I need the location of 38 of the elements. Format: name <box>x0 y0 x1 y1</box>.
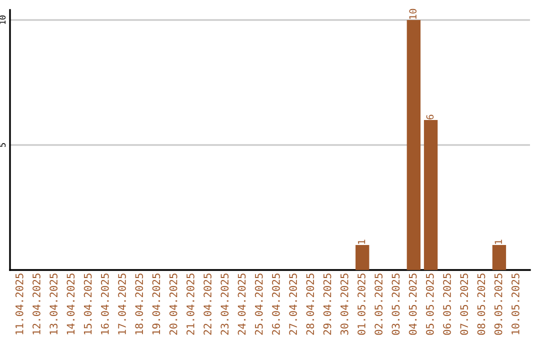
x-tick-label: 29.04.2025 <box>323 274 332 335</box>
x-tick-label: 06.05.2025 <box>443 274 451 335</box>
x-tick-label: 22.04.2025 <box>204 274 212 335</box>
bar <box>424 120 438 270</box>
x-tick-label: 28.04.2025 <box>306 274 314 335</box>
data-label: 1 <box>358 240 366 244</box>
x-tick-label: 21.04.2025 <box>186 274 194 335</box>
x-tick-label: 11.04.2025 <box>15 274 24 334</box>
x-tick-label: 14.04.2025 <box>66 274 75 334</box>
x-tick-label: 04.05.2025 <box>408 274 417 335</box>
x-tick-label: 01.05.2025 <box>358 274 366 335</box>
x-tick-label: 18.04.2025 <box>135 274 144 334</box>
x-tick-label: 19.04.2025 <box>152 274 160 334</box>
bar <box>406 20 421 270</box>
data-label: 10 <box>409 8 417 19</box>
data-label: 6 <box>426 114 434 120</box>
x-tick-label: 23.04.2025 <box>220 274 229 335</box>
x-tick-label: 17.04.2025 <box>118 274 126 334</box>
x-tick-label: 10.05.2025 <box>511 274 520 334</box>
x-tick-label: 25.04.2025 <box>254 274 263 335</box>
x-tick-label: 26.04.2025 <box>272 274 280 335</box>
x-tick-label: 16.04.2025 <box>100 274 109 334</box>
x-tick-label: 30.04.2025 <box>340 274 348 335</box>
x-tick-label: 07.05.2025 <box>460 274 468 335</box>
x-tick-label: 15.04.2025 <box>84 274 92 334</box>
x-tick-label: 09.05.2025 <box>494 274 502 335</box>
bar <box>492 245 506 270</box>
x-tick-label: 24.04.2025 <box>238 274 246 335</box>
x-tick-label: 05.05.2025 <box>426 274 434 335</box>
x-tick-label: 20.04.2025 <box>169 274 178 335</box>
data-label: 1 <box>494 240 502 244</box>
x-tick-label: 13.04.2025 <box>50 274 58 334</box>
x-tick-label: 08.05.2025 <box>477 274 486 335</box>
bar <box>356 245 370 270</box>
x-tick-label: 27.04.2025 <box>289 274 297 335</box>
x-tick-label: 03.05.2025 <box>392 274 400 335</box>
x-tick-label: 02.05.2025 <box>374 274 383 335</box>
x-tick-label: 12.04.2025 <box>32 274 40 334</box>
